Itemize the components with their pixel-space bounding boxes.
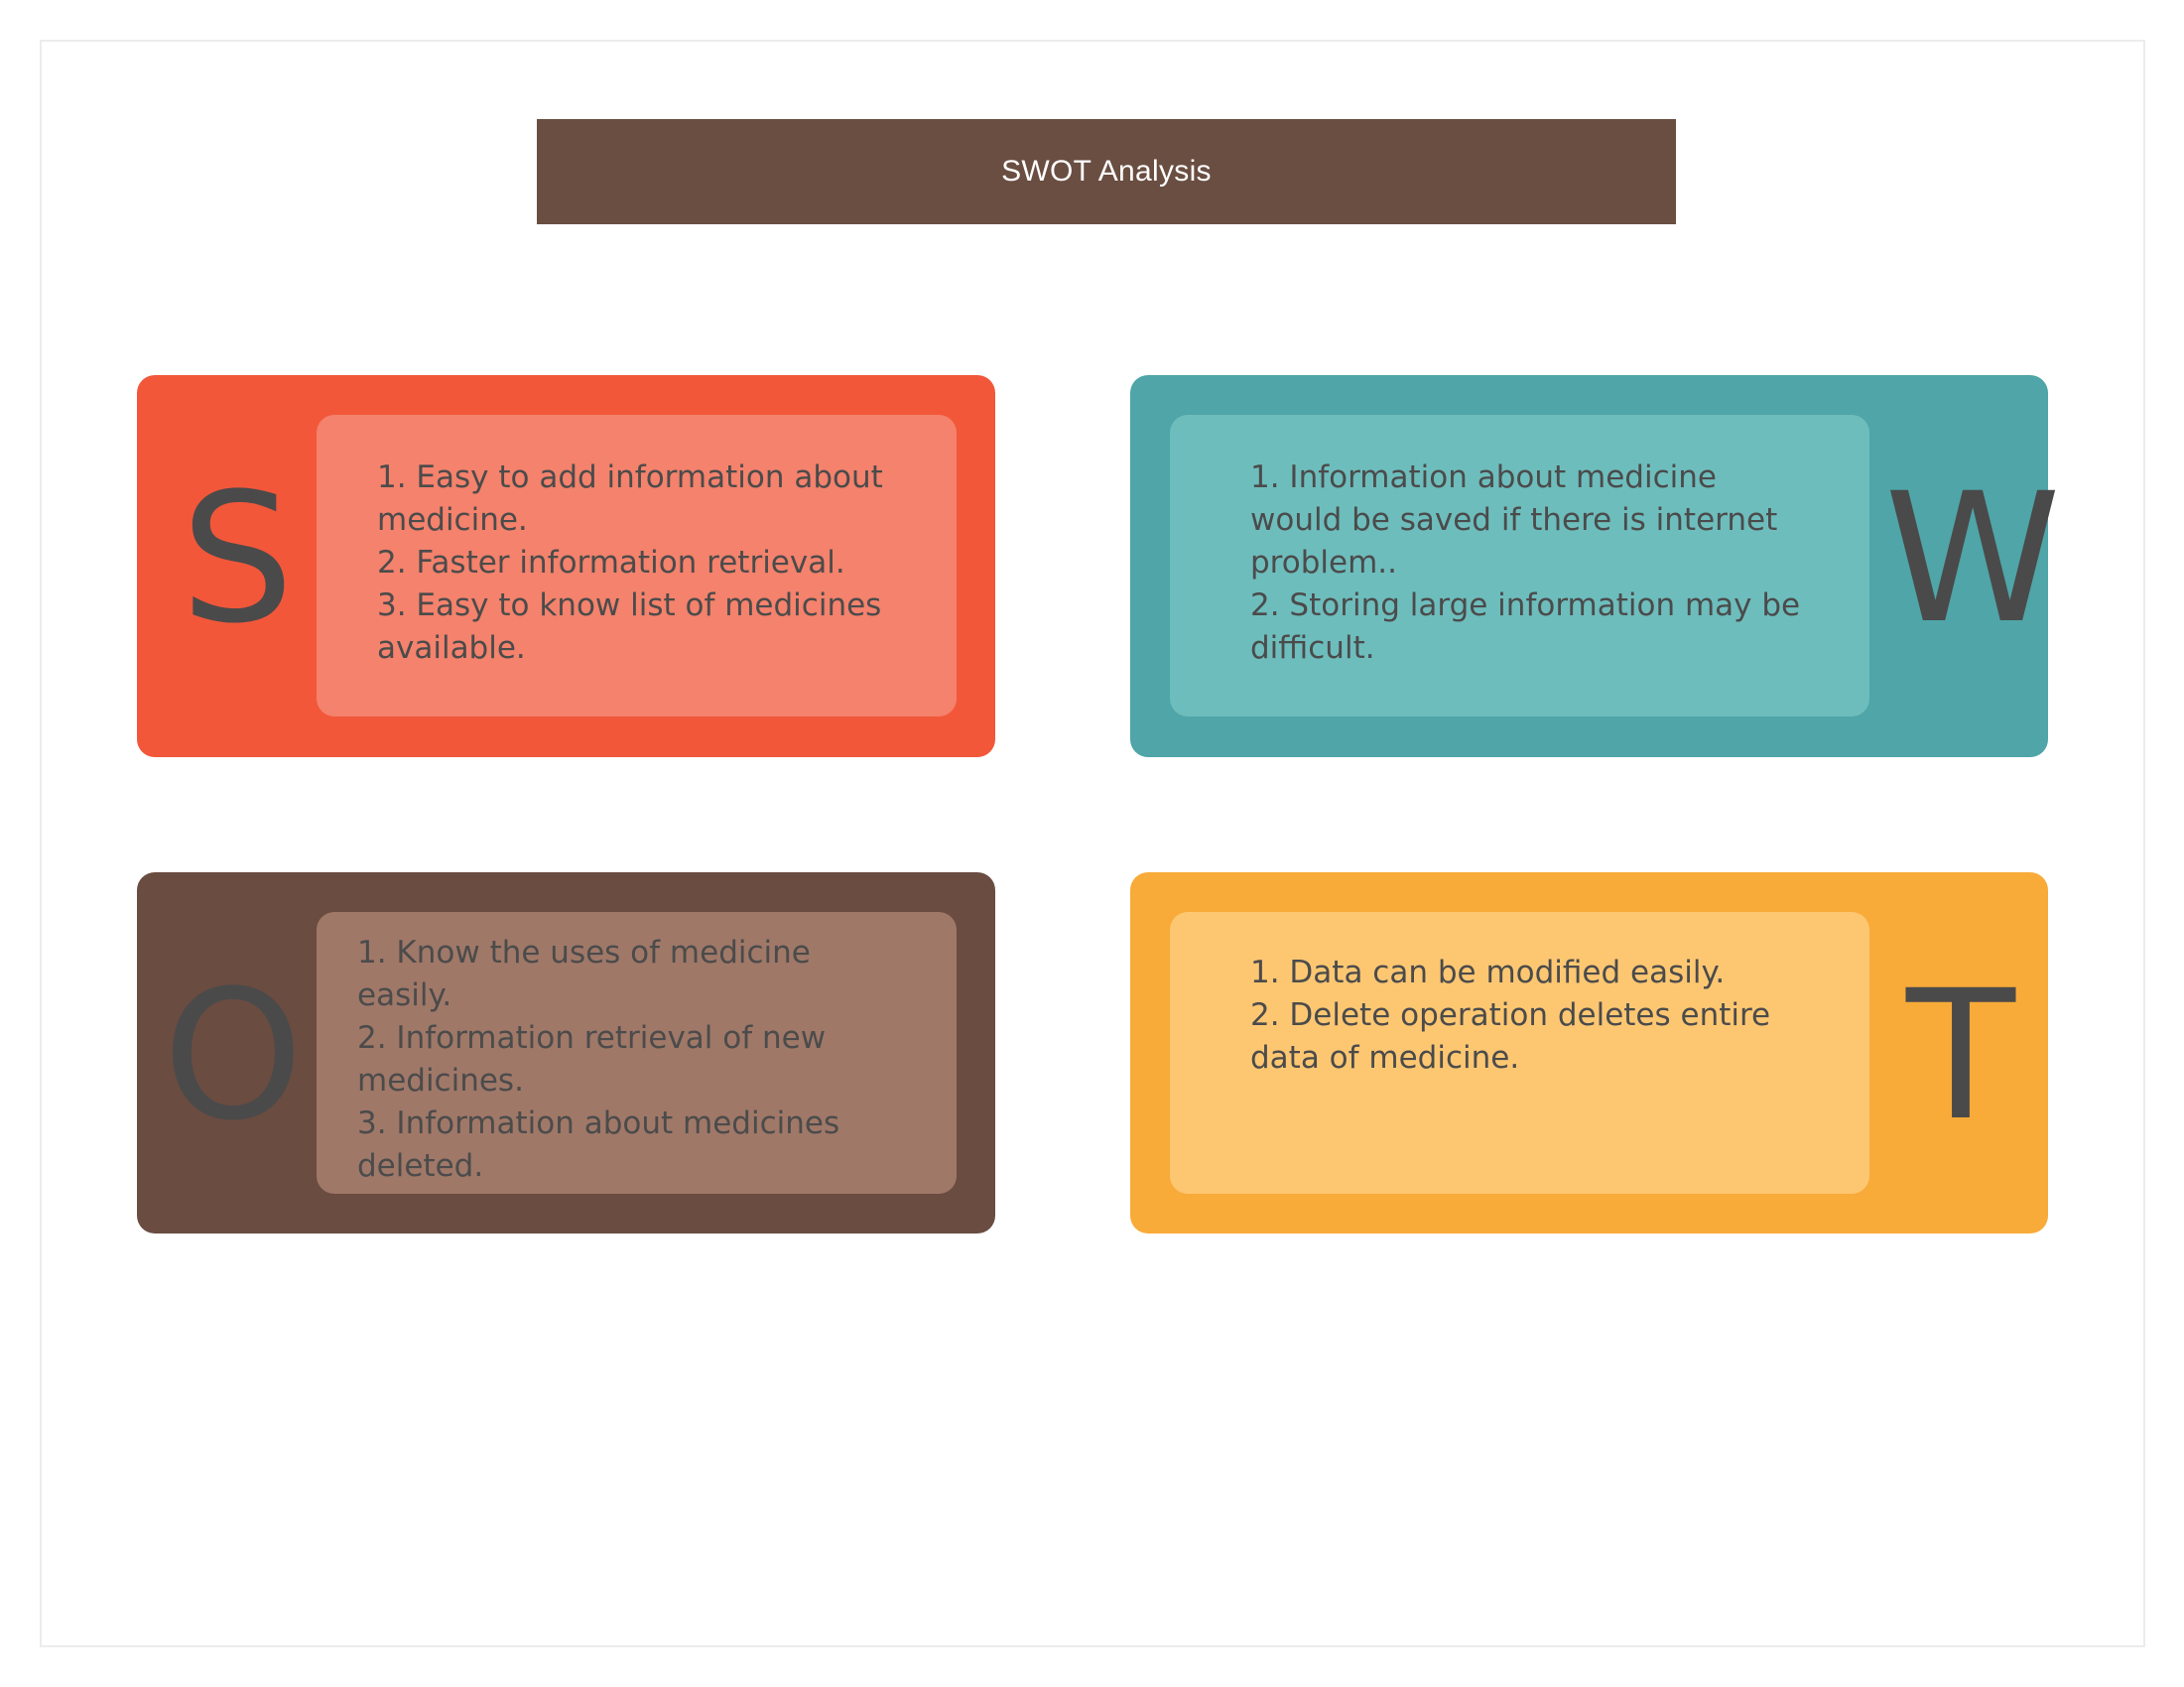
weaknesses-letter: W	[1884, 455, 2061, 663]
threats-card: 1. Data can be modified easily. 2. Delet…	[1130, 872, 2048, 1233]
threats-text-box: 1. Data can be modified easily. 2. Delet…	[1170, 912, 1869, 1194]
weaknesses-text-box: 1. Information about medicine would be s…	[1170, 415, 1869, 716]
opportunities-text: 1. Know the uses of medicine easily. 2. …	[357, 935, 840, 1184]
page-title: SWOT Analysis	[1001, 155, 1212, 188]
strengths-letter: S	[181, 455, 295, 663]
weaknesses-card: 1. Information about medicine would be s…	[1130, 375, 2061, 757]
opportunities-text-box: 1. Know the uses of medicine easily. 2. …	[317, 912, 957, 1194]
threats-text: 1. Data can be modified easily. 2. Delet…	[1250, 955, 1771, 1076]
threats-letter: T	[1906, 953, 2015, 1160]
title-banner: SWOT Analysis	[537, 119, 1676, 224]
opportunities-card: O 1. Know the uses of medicine easily. 2…	[137, 872, 995, 1233]
weaknesses-text: 1. Information about medicine would be s…	[1250, 459, 1801, 666]
page-frame	[40, 40, 2145, 1647]
strengths-text-box: 1. Easy to add information about medicin…	[317, 415, 957, 716]
opportunities-letter: O	[163, 953, 304, 1160]
strengths-text: 1. Easy to add information about medicin…	[377, 459, 883, 666]
strengths-card: S 1. Easy to add information about medic…	[137, 375, 995, 757]
